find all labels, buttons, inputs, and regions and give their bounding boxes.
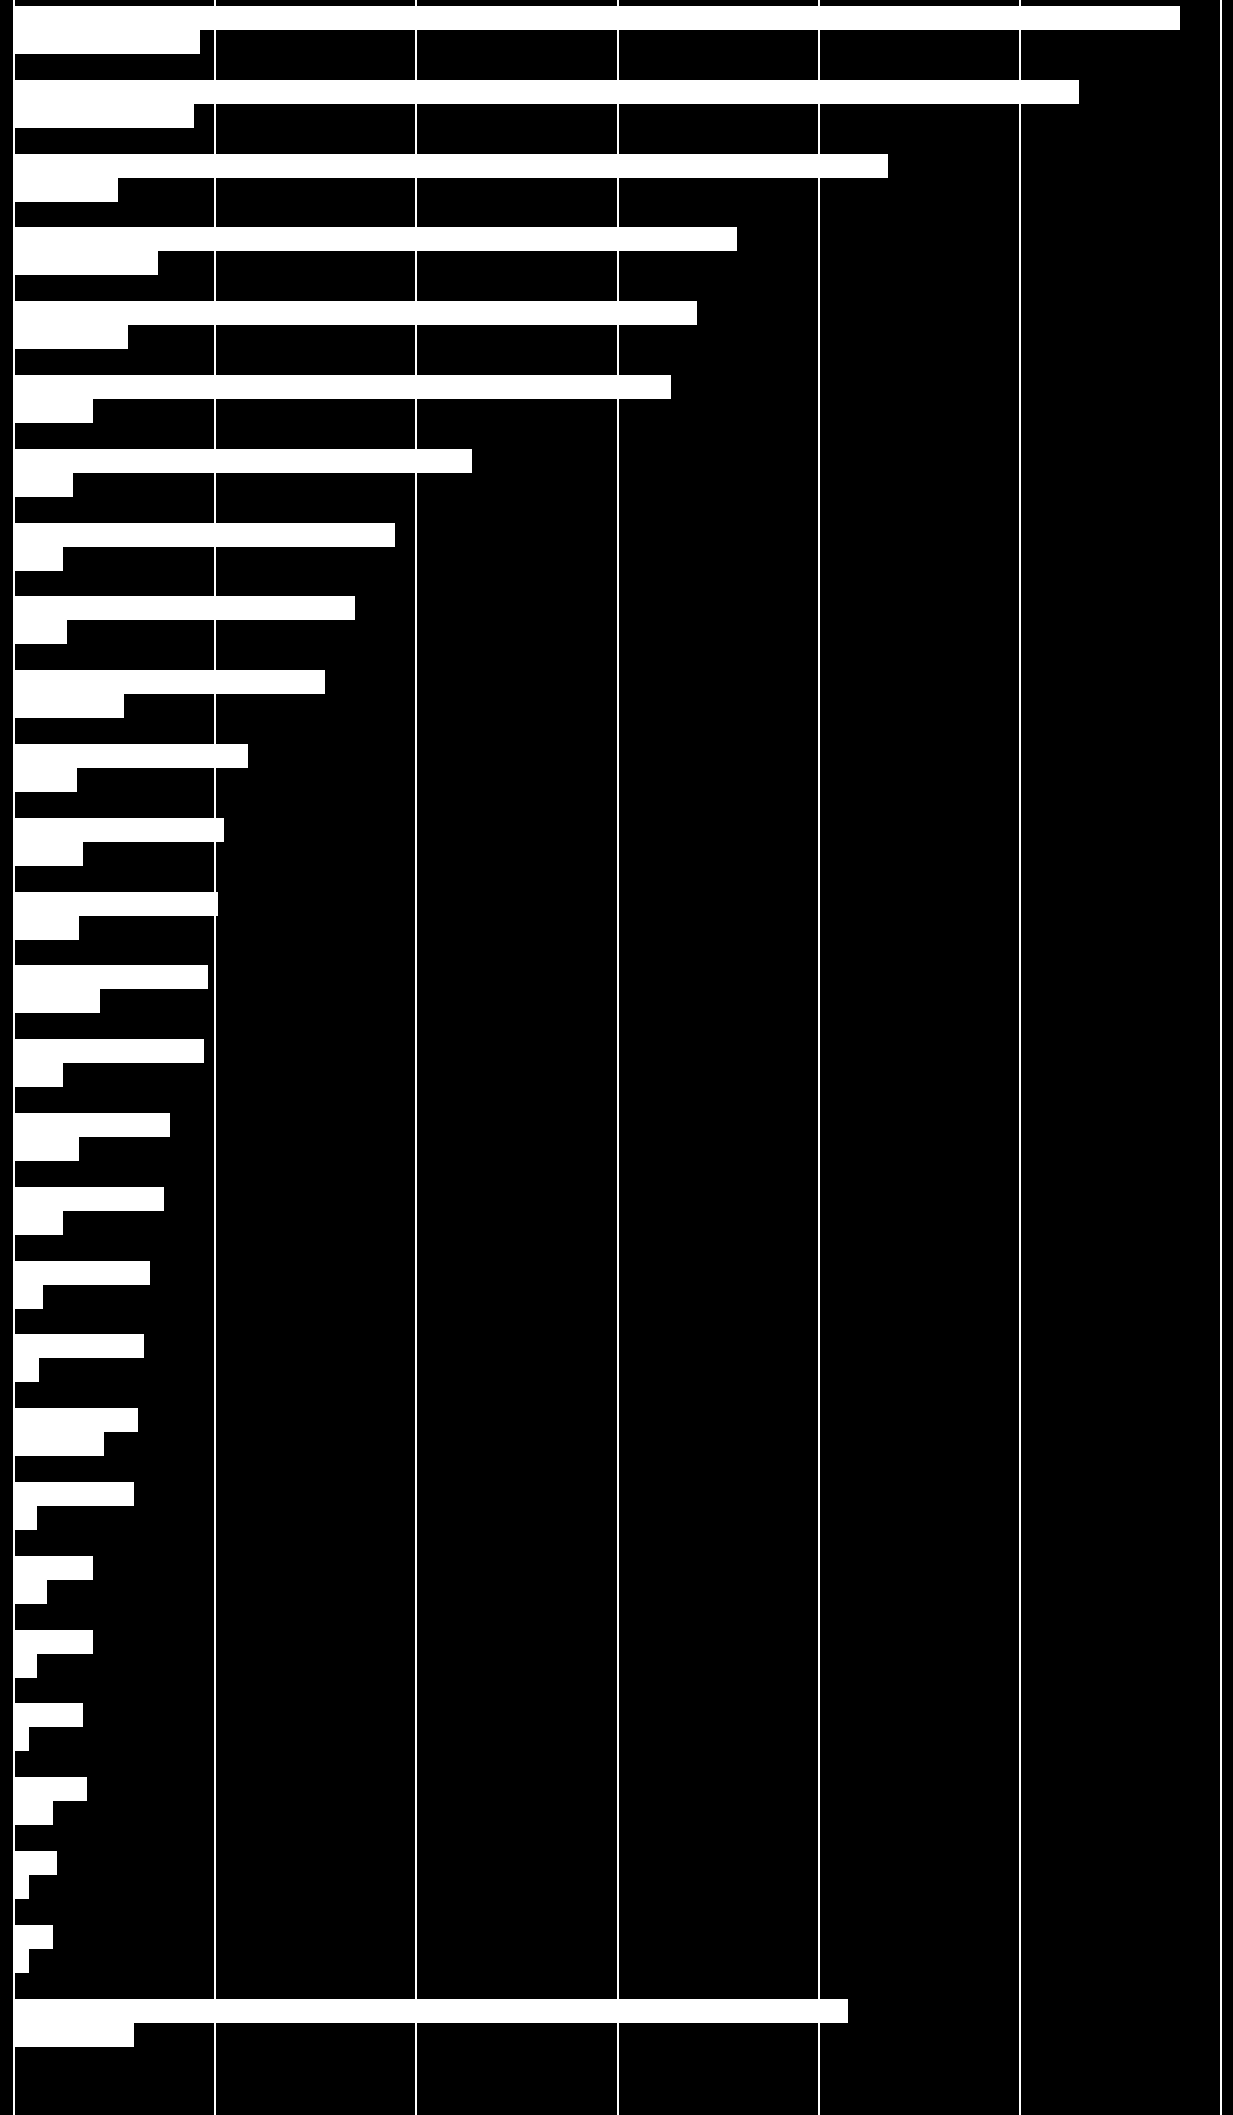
- x-axis-tick: [1220, 2067, 1222, 2115]
- bar-series-a: [13, 80, 1079, 104]
- bar-series-b: [13, 1063, 63, 1087]
- bar-series-a: [13, 744, 248, 768]
- bar-series-b: [13, 1506, 37, 1530]
- x-axis-tick: [214, 2067, 216, 2115]
- bar-series-a: [13, 6, 1180, 30]
- horizontal-bar-chart: [0, 0, 1233, 2115]
- bar-series-a: [13, 1408, 138, 1432]
- bar-series-a: [13, 1113, 170, 1137]
- bar-series-a: [13, 965, 208, 989]
- bar-series-b: [13, 694, 124, 718]
- bar-series-a: [13, 375, 671, 399]
- bar-series-b: [13, 2023, 134, 2047]
- bar-series-a: [13, 1925, 53, 1949]
- bar-series-a: [13, 1187, 164, 1211]
- x-axis-tick: [818, 2067, 820, 2115]
- bar-series-b: [13, 1137, 79, 1161]
- bar-series-b: [13, 1654, 37, 1678]
- bar-series-a: [13, 301, 697, 325]
- bar-series-a: [13, 1777, 87, 1801]
- bar-series-b: [13, 1727, 29, 1751]
- bar-series-b: [13, 1580, 47, 1604]
- bar-series-b: [13, 399, 93, 423]
- bar-series-a: [13, 1039, 204, 1063]
- bar-series-b: [13, 916, 79, 940]
- gridline-vertical: [1220, 0, 1222, 2067]
- bar-series-b: [13, 1358, 39, 1382]
- gridline-vertical: [818, 0, 820, 2067]
- x-axis-tick: [415, 2067, 417, 2115]
- bar-series-b: [13, 842, 83, 866]
- bar-series-b: [13, 1285, 43, 1309]
- bar-series-a: [13, 1556, 93, 1580]
- bar-series-a: [13, 596, 355, 620]
- bar-series-a: [13, 1703, 83, 1727]
- bar-series-a: [13, 1261, 150, 1285]
- bar-series-a: [13, 1334, 144, 1358]
- bar-series-b: [13, 1211, 63, 1235]
- bar-series-b: [13, 251, 158, 275]
- bar-series-a: [13, 892, 218, 916]
- bar-series-b: [13, 178, 118, 202]
- bar-series-b: [13, 325, 128, 349]
- bar-series-a: [13, 449, 472, 473]
- bar-series-a: [13, 154, 888, 178]
- bar-series-a: [13, 818, 224, 842]
- plot-area: [13, 0, 1220, 2067]
- bar-series-b: [13, 1949, 29, 1973]
- bar-series-b: [13, 1801, 53, 1825]
- bar-series-a: [13, 1630, 93, 1654]
- bar-series-b: [13, 547, 63, 571]
- x-axis-tick: [617, 2067, 619, 2115]
- bar-series-a: [13, 523, 395, 547]
- bar-series-b: [13, 104, 194, 128]
- bar-series-a: [13, 1851, 57, 1875]
- bar-series-a: [13, 1999, 848, 2023]
- bar-series-b: [13, 473, 73, 497]
- x-axis-tick: [1019, 2067, 1021, 2115]
- bar-series-b: [13, 30, 200, 54]
- x-axis-tick: [13, 2067, 15, 2115]
- bar-series-a: [13, 670, 325, 694]
- gridline-vertical: [1019, 0, 1021, 2067]
- bar-series-b: [13, 620, 67, 644]
- bar-series-b: [13, 1432, 104, 1456]
- bar-series-a: [13, 1482, 134, 1506]
- bar-series-b: [13, 1875, 29, 1899]
- bar-series-a: [13, 227, 737, 251]
- bar-series-b: [13, 989, 100, 1013]
- bar-series-b: [13, 768, 77, 792]
